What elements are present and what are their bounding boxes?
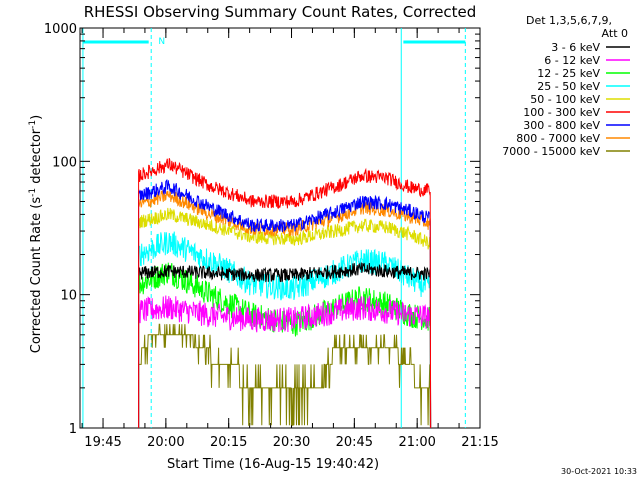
x-tick-label: 20:30: [273, 435, 310, 450]
x-tick-label: 21:00: [398, 435, 435, 450]
series-line: [138, 323, 432, 428]
x-tick-label: 19:45: [84, 435, 121, 450]
footer-date: 30-Oct-2021 10:33: [561, 467, 637, 476]
legend-label: 6 - 12 keV: [544, 54, 600, 67]
y-tick-label: 100: [52, 155, 77, 170]
legend-label: 100 - 300 keV: [523, 106, 600, 119]
legend-label: 12 - 25 keV: [537, 67, 600, 80]
y-tick-label: 10: [60, 289, 77, 304]
x-axis-label: Start Time (16-Aug-15 19:40:42): [167, 457, 379, 472]
legend-label: 3 - 6 keV: [551, 41, 600, 54]
legend-label: 50 - 100 keV: [530, 93, 600, 106]
series-line: [138, 231, 432, 428]
legend-label: 300 - 800 keV: [523, 119, 600, 132]
series-line: [138, 178, 432, 428]
series-line: [138, 189, 432, 428]
chart-title: RHESSI Observing Summary Count Rates, Co…: [84, 3, 477, 21]
plot-frame: [79, 27, 481, 429]
y-tick-label: 1000: [44, 22, 77, 37]
legend-label: 800 - 7000 keV: [516, 132, 600, 145]
legend-label: 25 - 50 keV: [537, 80, 600, 93]
y-tick-label: 1: [69, 422, 77, 437]
plot-area: N 1 10 100 1000 19:45 20:00 20:15 20:30 20:45 21:0…: [44, 22, 499, 450]
series-line: [138, 295, 432, 428]
series-line: [138, 158, 432, 428]
legend-header-line1: Det 1,3,5,6,7,9,: [526, 14, 612, 27]
x-tick-label: 20:00: [147, 435, 184, 450]
y-axis-label: Corrected Count Rate (s-1 detector-1): [28, 115, 44, 353]
night-marker-label: N: [158, 37, 165, 47]
x-tick-label: 20:45: [336, 435, 373, 450]
x-tick-label: 20:15: [210, 435, 247, 450]
series-line: [138, 262, 432, 428]
series-line: [138, 207, 432, 428]
legend-label: 7000 - 15000 keV: [502, 145, 600, 158]
x-tick-label: 21:15: [461, 435, 498, 450]
legend-header-line2: Att 0: [602, 27, 628, 40]
